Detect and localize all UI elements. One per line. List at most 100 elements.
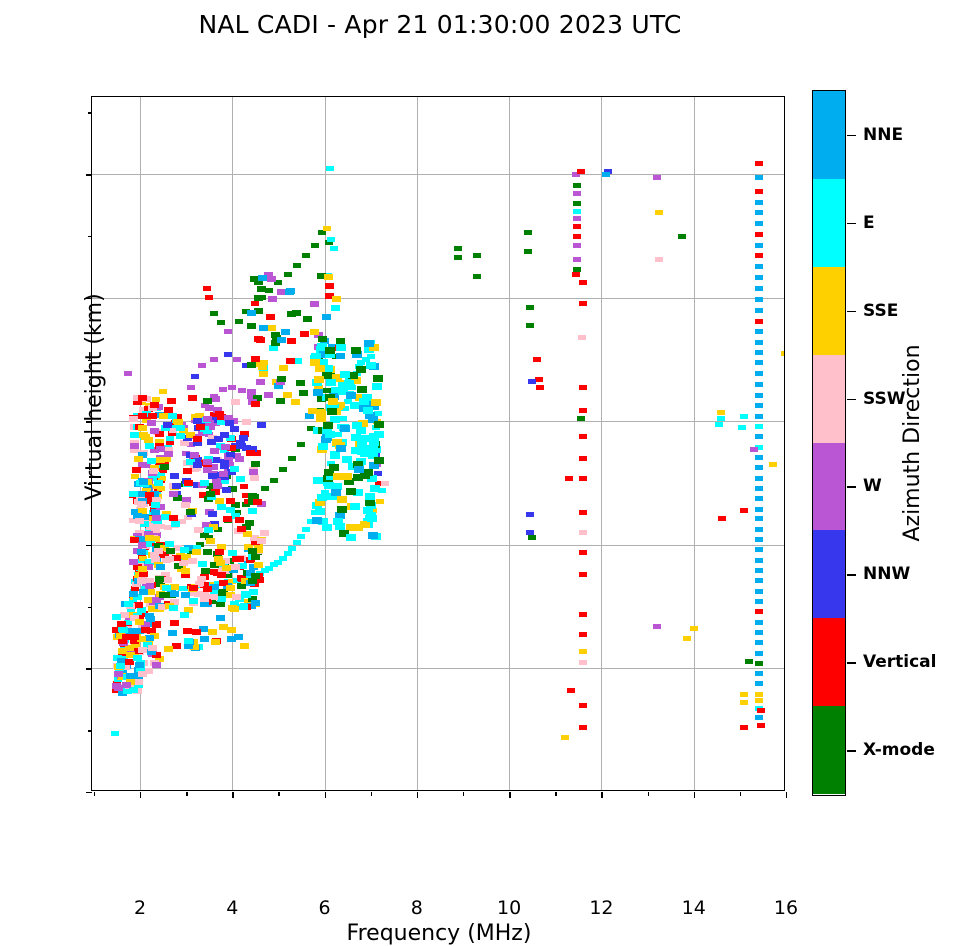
data-point	[191, 544, 201, 551]
colorbar-tick	[847, 574, 856, 576]
data-point	[247, 499, 257, 506]
data-point	[230, 564, 240, 571]
gridline-horizontal	[92, 421, 784, 423]
data-point	[755, 221, 764, 227]
data-point	[115, 633, 125, 640]
data-point	[215, 615, 225, 622]
data-point	[180, 592, 190, 599]
data-point	[110, 730, 119, 736]
data-point	[199, 479, 209, 486]
data-point	[145, 541, 155, 548]
data-point	[250, 474, 260, 481]
data-point	[146, 420, 156, 427]
data-point	[755, 485, 764, 491]
data-point	[306, 518, 315, 524]
data-point	[138, 555, 147, 561]
data-point	[130, 446, 140, 453]
data-point	[578, 572, 587, 578]
data-point	[124, 370, 133, 376]
data-point	[572, 201, 581, 207]
data-point	[322, 421, 333, 429]
gridline-vertical	[601, 97, 603, 790]
data-point	[153, 518, 163, 525]
data-point	[212, 483, 222, 490]
data-point	[267, 324, 277, 331]
data-point	[313, 375, 324, 383]
data-point	[314, 364, 325, 372]
data-point	[472, 273, 481, 279]
data-point	[755, 588, 764, 594]
data-point	[182, 628, 192, 635]
data-point	[253, 547, 263, 554]
data-point	[368, 439, 379, 447]
data-point	[128, 597, 137, 603]
data-point	[239, 431, 249, 438]
data-point	[358, 398, 369, 406]
data-point	[324, 351, 335, 359]
data-point	[146, 589, 156, 596]
data-point	[145, 534, 155, 541]
data-point	[126, 673, 136, 680]
data-point	[264, 271, 274, 278]
data-point	[363, 468, 374, 476]
data-point	[755, 253, 764, 259]
x-axis-title: Frequency (MHz)	[346, 921, 532, 946]
x-axis-tick	[324, 792, 326, 798]
data-point	[183, 607, 193, 614]
data-point	[345, 392, 356, 400]
data-point	[138, 407, 148, 414]
data-point	[279, 555, 288, 561]
data-point	[177, 518, 186, 524]
data-point	[143, 564, 153, 571]
data-point	[180, 546, 190, 553]
data-point	[138, 479, 148, 486]
data-point	[340, 424, 351, 432]
data-point	[302, 253, 311, 259]
data-point	[143, 530, 153, 537]
data-point	[259, 530, 269, 537]
data-point	[158, 603, 168, 610]
data-point	[236, 443, 246, 450]
data-point	[138, 491, 148, 498]
data-point	[146, 458, 156, 465]
data-point	[523, 248, 532, 254]
data-point	[341, 456, 352, 464]
data-point	[755, 698, 764, 704]
y-axis-minor-tick	[88, 112, 92, 114]
data-point	[168, 514, 178, 521]
data-point	[363, 406, 374, 414]
data-point	[345, 523, 356, 531]
data-point	[219, 471, 229, 478]
data-point	[182, 497, 192, 504]
data-point	[335, 352, 345, 359]
data-point	[192, 462, 202, 469]
data-point	[133, 513, 143, 520]
data-point	[251, 460, 261, 467]
data-point	[755, 496, 764, 502]
data-point	[141, 487, 151, 494]
data-point	[340, 371, 351, 379]
data-point	[146, 628, 156, 635]
data-point	[151, 536, 161, 543]
data-point	[213, 555, 223, 562]
data-point	[158, 475, 167, 481]
y-axis-tick	[86, 174, 92, 176]
x-axis-tick-label: 14	[681, 897, 706, 919]
data-point	[140, 585, 150, 592]
data-point	[755, 199, 764, 205]
colorbar-label-sse: SSE	[863, 300, 899, 321]
data-point	[567, 687, 576, 693]
data-point	[223, 329, 232, 335]
data-point	[248, 492, 258, 499]
data-point	[337, 382, 348, 390]
data-point	[269, 477, 278, 483]
data-point	[209, 583, 219, 590]
data-point	[142, 642, 152, 649]
data-point	[238, 604, 248, 611]
data-point	[241, 592, 251, 599]
data-point	[133, 601, 143, 608]
data-point	[297, 442, 306, 448]
data-point	[153, 547, 163, 554]
colorbar-label-x-mode: X-mode	[863, 740, 935, 761]
x-axis-tick	[786, 792, 788, 798]
